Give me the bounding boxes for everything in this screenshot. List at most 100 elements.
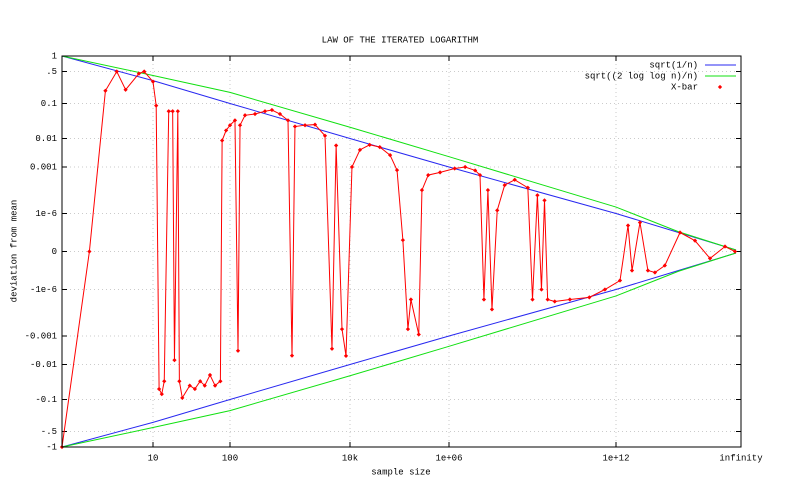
data-point [495,208,500,213]
data-point [437,170,443,175]
series-line [61,55,737,251]
data-point [637,220,643,225]
data-point [187,383,192,388]
data-point [489,307,495,312]
legend: sqrt(1/n)sqrt((2 log log n)/n)X-bar [585,60,736,92]
data-point [645,268,651,273]
data-point [545,297,550,302]
y-tick-label: 0.01 [35,134,57,144]
x-tick-label: 10 [148,453,159,463]
data-point [219,138,225,143]
data-point [237,123,243,128]
data-point [535,193,540,198]
data-point [707,256,713,261]
data-point [114,69,119,74]
chart-title: LAW OF THE ITERATED LOGARITHM [322,35,479,45]
data-point [677,230,683,235]
x-tick-label: 1e+06 [435,453,462,463]
legend-label: X-bar [671,82,698,92]
data-point [552,299,557,304]
legend-label: sqrt((2 log log n)/n) [585,71,698,81]
data-point [162,379,167,384]
data-point [400,237,405,243]
y-tick-label: -.5 [41,427,57,437]
data-point [207,372,213,378]
x-tick-label: 1e+12 [602,453,629,463]
x-tick-label: 10k [342,453,358,463]
data-point [617,278,623,283]
y-tick-label: -0.1 [35,395,57,405]
data-point [212,383,218,388]
data-point [426,172,431,178]
y-axis-label: deviation from mean [9,200,19,303]
data-point [252,111,258,117]
data-point [485,188,491,193]
data-point [339,327,345,332]
y-tick-label: 0 [52,247,57,257]
y-tick-label: -0.001 [25,331,57,341]
data-point [343,353,349,359]
data-point [150,79,156,84]
data-point [732,249,738,254]
data-point [242,113,248,118]
data-point [542,198,547,203]
data-point [452,166,457,171]
data-point [405,327,411,332]
data-point [387,153,393,158]
data-point [333,143,339,148]
data-point [587,295,592,300]
data-point [87,249,92,254]
data-point [502,182,507,188]
series-line-lower [61,252,737,448]
y-tick-label: .5 [46,67,57,77]
data-point [136,71,142,76]
data-point [602,287,608,292]
data-point [377,144,382,150]
data-point [357,147,363,152]
data-point [175,109,180,114]
data-point [202,383,207,388]
y-tick-label: 1 [52,51,57,61]
data-point [289,353,295,358]
data-point [123,87,128,92]
plot-area [59,55,738,450]
x-tick-label: infinity [719,453,763,463]
y-tick-label: 0.001 [30,162,57,172]
data-point [419,188,425,193]
data-point [394,167,400,173]
data-point [192,386,198,392]
data-point [142,69,147,74]
data-point [166,109,171,114]
data-point [530,297,535,302]
data-point [473,168,478,173]
data-point [692,238,698,243]
data-point [322,133,328,138]
data-point [103,88,108,93]
data-point [567,297,572,302]
data-point [159,391,164,397]
data-point [154,103,159,108]
data-point [172,357,177,363]
data-point [180,395,185,401]
y-tick-label: -1 [46,442,57,452]
data-point [652,270,658,275]
data-point [722,244,728,249]
y-tick-label: 0.1 [41,99,57,109]
data-point [539,287,544,292]
data-point [662,263,667,268]
data-point [408,297,414,302]
grid [62,55,742,448]
data-point [198,379,203,384]
data-point [625,223,631,228]
data-point [232,118,238,123]
data-point [416,332,421,337]
data-point [367,142,372,147]
legend-label: sqrt(1/n) [649,60,698,70]
data-point [227,123,233,128]
y-tick-label: 1e-6 [35,209,57,219]
x-axis-label: sample size [371,467,430,477]
x-tick-label: 100 [222,453,238,463]
data-point [481,297,487,302]
data-point [512,177,517,182]
